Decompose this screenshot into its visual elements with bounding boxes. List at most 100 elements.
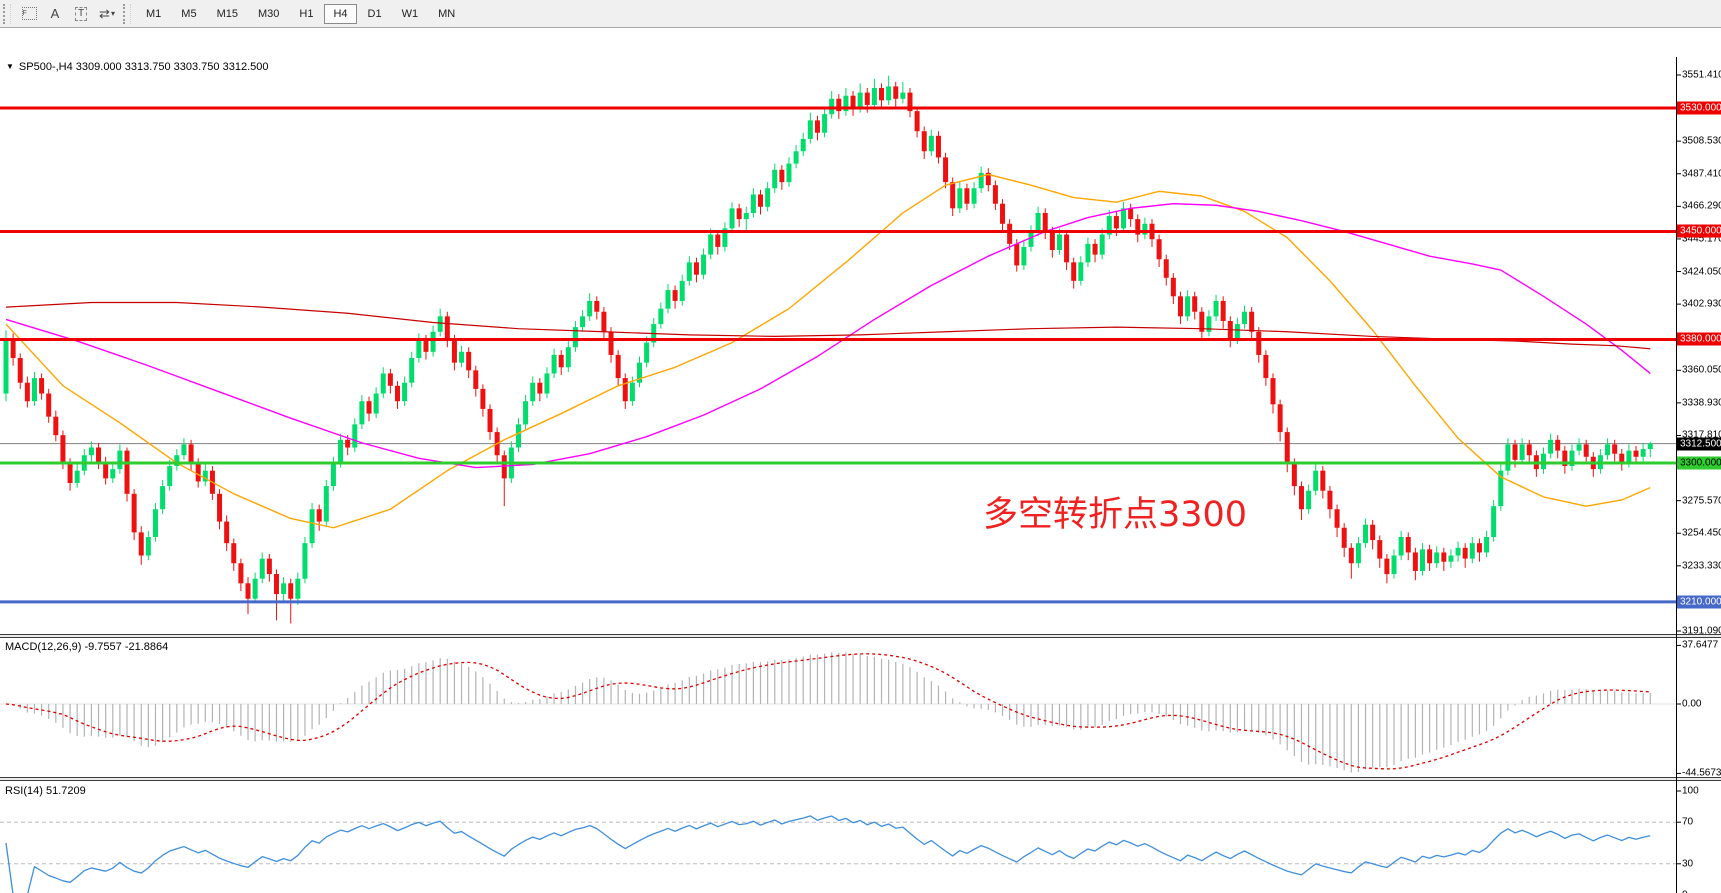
candle-body [1206,316,1212,332]
candle-body [1298,486,1304,510]
dropdown-caret-icon[interactable]: ▾ [110,9,115,18]
chart-area[interactable]: ▼ SP500-,H4 3309.000 3313.750 3303.750 33… [0,28,1721,893]
candle-body [693,262,699,275]
candle-body [209,470,215,494]
candle-body [1042,212,1048,232]
candle-body [345,439,351,448]
candle-body [1099,234,1105,255]
candle-body [758,194,764,207]
swap-arrows-icon-glyph: ⇄ [99,5,110,21]
candle-body [1242,311,1248,325]
timeframe-button-h4[interactable]: H4 [324,3,357,24]
candle-body [1185,296,1191,317]
text-label-icon-glyph: A [50,6,60,21]
dotted-frame-icon[interactable]: F [17,3,41,25]
candle-body [921,131,927,152]
price-tick-label: 3551.410 [1682,69,1721,81]
candle-body [1220,300,1226,321]
candle-body [1363,524,1369,544]
candle-body [124,450,130,494]
timeframe-button-m1[interactable]: M1 [146,7,162,20]
timeframe-button-h1[interactable]: H1 [299,7,314,20]
panel-splitter-rsi[interactable] [0,777,1721,781]
candle-body [224,521,230,544]
candle-body [914,111,920,132]
candle-body [893,86,899,99]
chart-annotation-text[interactable]: 多空转折点3300 [983,495,1248,535]
candle-body [380,373,386,394]
candle-body [131,493,137,533]
rsi-label: RSI(14) 51.7209 [5,785,86,797]
swap-arrows-icon[interactable]: ⇄ ▾ [95,3,119,25]
candle-body [1007,223,1013,244]
timeframe-button-d1[interactable]: D1 [367,7,382,20]
timeframe-button-m5[interactable]: M5 [181,7,197,20]
candle-body [658,308,664,325]
ma-fast-orange-line [5,173,1651,529]
candle-body [487,408,493,433]
timeframe-button-mn[interactable]: MN [438,7,456,20]
text-box-icon[interactable]: T [69,3,93,25]
candle-body [366,401,372,414]
rsi-axis-label: 100 [1682,785,1699,797]
candle-body [281,583,287,595]
candle-body [167,466,173,487]
candle-body [416,339,422,359]
candle-body [701,254,707,275]
candle-body [152,509,158,538]
timeframe-button-m15[interactable]: M15 [216,7,238,20]
price-tick-label: 3191.090 [1682,625,1721,637]
candle-body [900,92,906,99]
ma-long-darkred-line [5,301,1651,350]
chart-collapse-icon[interactable]: ▼ [6,62,14,71]
candle-body [188,444,194,463]
candle-body [273,574,279,595]
level-price-box: 3380.000 [1677,332,1721,346]
candle-body [601,311,607,332]
timeframe-button-m30[interactable]: M30 [257,7,280,20]
main-price-panel [0,75,1676,624]
candle-body [17,358,23,383]
candle-body [138,532,144,556]
candle-body [1163,259,1169,278]
candle-body [1277,404,1283,433]
candle-body [1192,296,1198,312]
candle-body [288,583,294,599]
timeframe-toolbar-grip[interactable] [123,3,131,24]
candle-body [103,462,109,479]
candle-body [943,157,949,183]
price-tick-label: 3233.330 [1682,560,1721,572]
candle-body [978,172,984,189]
price-tick-label: 3508.530 [1682,135,1721,147]
candle-body [1548,439,1554,454]
candle-body [793,151,799,164]
price-tick-label: 3402.930 [1682,298,1721,310]
candle-body [651,324,657,343]
panel-splitter-macd[interactable] [0,634,1721,638]
candle-body [1014,243,1020,266]
text-label-icon[interactable]: A [43,3,67,25]
candle-body [309,509,315,544]
rsi-axis-label: 0 [1682,890,1688,893]
toolbar-grip[interactable] [3,3,11,24]
candle-body [394,385,400,402]
candle-body [565,347,571,368]
candle-body [857,92,863,109]
candle-body [1640,449,1646,457]
chart-title-text: SP500-,H4 3309.000 3313.750 3303.750 331… [18,61,269,73]
candle-body [1512,444,1518,460]
candle-body [1647,443,1653,450]
timeframe-button-w1[interactable]: W1 [401,7,419,20]
candle-body [587,300,593,317]
rsi-line [5,815,1651,893]
candle-body [245,583,251,599]
candle-body [629,382,635,402]
candle-body [879,87,885,101]
candle-body [843,95,849,112]
object-tools-group: F A T ⇄ ▾ [16,3,120,25]
candle-body [1405,537,1411,553]
candle-body [302,543,308,579]
candle-body [1484,537,1490,553]
candle-body [1056,234,1062,250]
candle-body [1391,555,1397,575]
